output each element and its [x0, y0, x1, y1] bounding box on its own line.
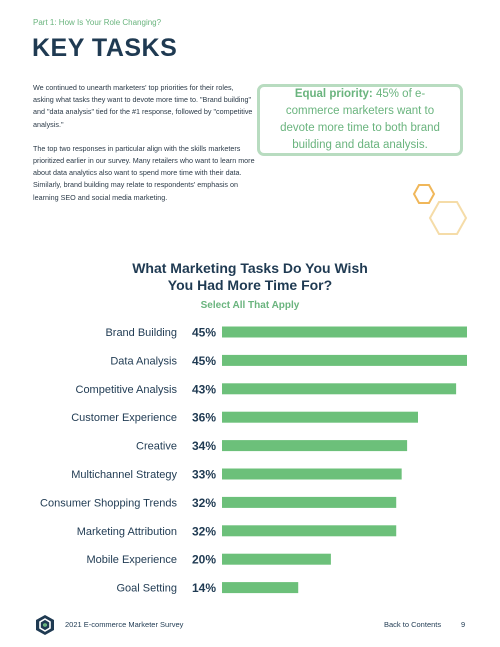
large-hexagon-icon	[428, 201, 468, 235]
bar	[222, 553, 331, 565]
intro-text: We continued to unearth marketers' top p…	[33, 82, 255, 216]
bar	[222, 525, 397, 537]
callout-lead: Equal priority:	[294, 88, 373, 100]
small-hexagon-icon	[412, 184, 436, 204]
value-label: 20%	[192, 553, 216, 567]
bar	[222, 582, 299, 594]
hexagon-decoration-icon	[412, 184, 468, 235]
bar	[222, 383, 457, 395]
bar	[222, 354, 467, 366]
category-label: Marketing Attribution	[77, 526, 177, 538]
chart-title: What Marketing Tasks Do You Wish You Had…	[0, 260, 500, 294]
value-label: 14%	[192, 581, 216, 595]
footer-survey-title: 2021 E-commerce Marketer Survey	[65, 620, 184, 629]
value-label: 45%	[192, 354, 216, 368]
bar	[222, 468, 402, 480]
chart-subtitle: Select All That Apply	[200, 300, 300, 311]
bar	[222, 496, 397, 508]
category-label: Creative	[136, 441, 177, 453]
category-label: Goal Setting	[116, 583, 177, 595]
section-label: Part 1: How Is Your Role Changing?	[33, 18, 162, 27]
value-label: 34%	[192, 439, 216, 453]
bar	[222, 440, 408, 452]
callout-box: Equal priority: 45% of e-commerce market…	[257, 84, 463, 156]
paragraph-2: The top two responses in particular alig…	[33, 143, 255, 202]
company-logo-icon	[36, 615, 54, 635]
paragraph-1: We continued to unearth marketers' top p…	[33, 83, 253, 129]
category-label: Mobile Experience	[87, 554, 178, 566]
value-label: 43%	[192, 382, 216, 396]
value-label: 32%	[192, 496, 216, 510]
page-number: 9	[461, 620, 466, 629]
bar	[222, 411, 418, 423]
bar	[222, 326, 467, 338]
callout-text: Equal priority: 45% of e-commerce market…	[270, 86, 450, 154]
category-label: Consumer Shopping Trends	[40, 497, 177, 509]
value-label: 45%	[192, 326, 216, 340]
category-label: Competitive Analysis	[76, 384, 178, 396]
category-label: Customer Experience	[71, 412, 177, 424]
page-title: KEY TASKS	[32, 34, 178, 62]
chart-title-text: What Marketing Tasks Do You Wish You Had…	[132, 260, 368, 293]
value-label: 33%	[192, 468, 216, 482]
back-to-contents-link[interactable]: Back to Contents	[384, 620, 442, 629]
category-label: Data Analysis	[110, 355, 177, 367]
category-label: Brand Building	[105, 327, 177, 339]
category-label: Multichannel Strategy	[71, 469, 177, 481]
value-label: 36%	[192, 411, 216, 425]
value-label: 32%	[192, 524, 216, 538]
callout-body: 45% of e-commerce marketers want to devo…	[280, 88, 440, 151]
